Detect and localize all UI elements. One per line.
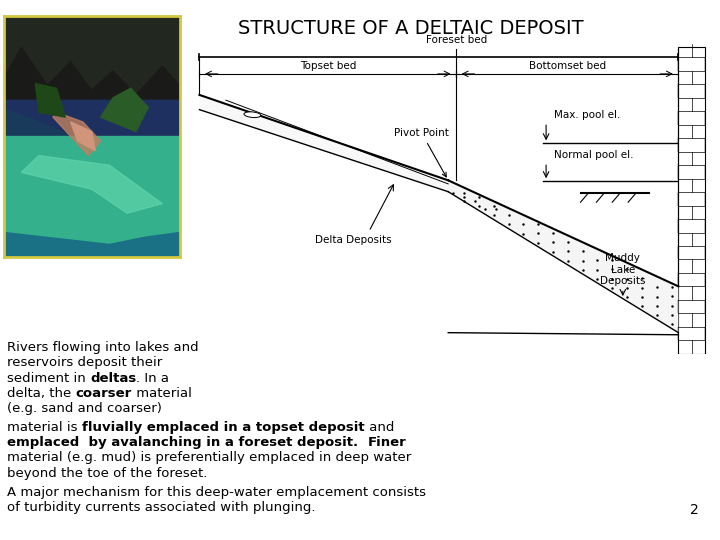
Polygon shape — [678, 46, 705, 354]
Text: Rivers flowing into lakes and: Rivers flowing into lakes and — [7, 341, 199, 354]
Text: Muddy
Lake
Deposits: Muddy Lake Deposits — [600, 253, 646, 286]
Text: . In a: . In a — [137, 372, 169, 384]
Text: Finer: Finer — [368, 436, 406, 449]
Text: material (e.g. mud) is preferentially emplaced in deep water: material (e.g. mud) is preferentially em… — [7, 451, 411, 464]
Text: of turbidity currents associated with plunging.: of turbidity currents associated with pl… — [7, 501, 315, 514]
Text: fluvially emplaced in a topset deposit: fluvially emplaced in a topset deposit — [82, 421, 364, 434]
Text: A major mechanism for this deep-water emplacement consists: A major mechanism for this deep-water em… — [7, 486, 426, 499]
Text: Pivot Point: Pivot Point — [395, 129, 449, 177]
Text: Bottomset bed: Bottomset bed — [528, 60, 606, 71]
Text: Topset bed: Topset bed — [300, 60, 356, 71]
Text: STRUCTURE OF A DELTAIC DEPOSIT: STRUCTURE OF A DELTAIC DEPOSIT — [238, 19, 583, 38]
Text: emplaced  by avalanching in a foreset deposit.: emplaced by avalanching in a foreset dep… — [7, 436, 368, 449]
Polygon shape — [199, 95, 448, 192]
Polygon shape — [4, 16, 180, 93]
Polygon shape — [53, 112, 101, 156]
Polygon shape — [35, 84, 66, 117]
Text: sediment in: sediment in — [7, 372, 90, 384]
Text: 2: 2 — [690, 503, 699, 517]
Polygon shape — [71, 122, 95, 151]
Polygon shape — [448, 180, 678, 333]
Text: reservoirs deposit their: reservoirs deposit their — [7, 356, 163, 369]
Text: Normal pool el.: Normal pool el. — [554, 150, 634, 160]
Text: material is: material is — [7, 421, 82, 434]
Polygon shape — [4, 100, 180, 156]
Text: coarser: coarser — [76, 387, 132, 400]
Ellipse shape — [244, 112, 261, 118]
Text: material: material — [132, 387, 192, 400]
Text: deltas: deltas — [90, 372, 137, 384]
Polygon shape — [4, 16, 180, 100]
Text: Delta Deposits: Delta Deposits — [315, 235, 391, 245]
Text: Max. pool el.: Max. pool el. — [554, 110, 621, 120]
Text: beyond the toe of the foreset.: beyond the toe of the foreset. — [7, 467, 207, 480]
Polygon shape — [101, 89, 148, 132]
Polygon shape — [4, 137, 180, 256]
Polygon shape — [22, 156, 163, 213]
Polygon shape — [4, 232, 180, 256]
Text: Foreset bed: Foreset bed — [426, 35, 487, 45]
Text: and: and — [364, 421, 394, 434]
Text: (e.g. sand and coarser): (e.g. sand and coarser) — [7, 402, 162, 415]
Text: delta, the: delta, the — [7, 387, 76, 400]
